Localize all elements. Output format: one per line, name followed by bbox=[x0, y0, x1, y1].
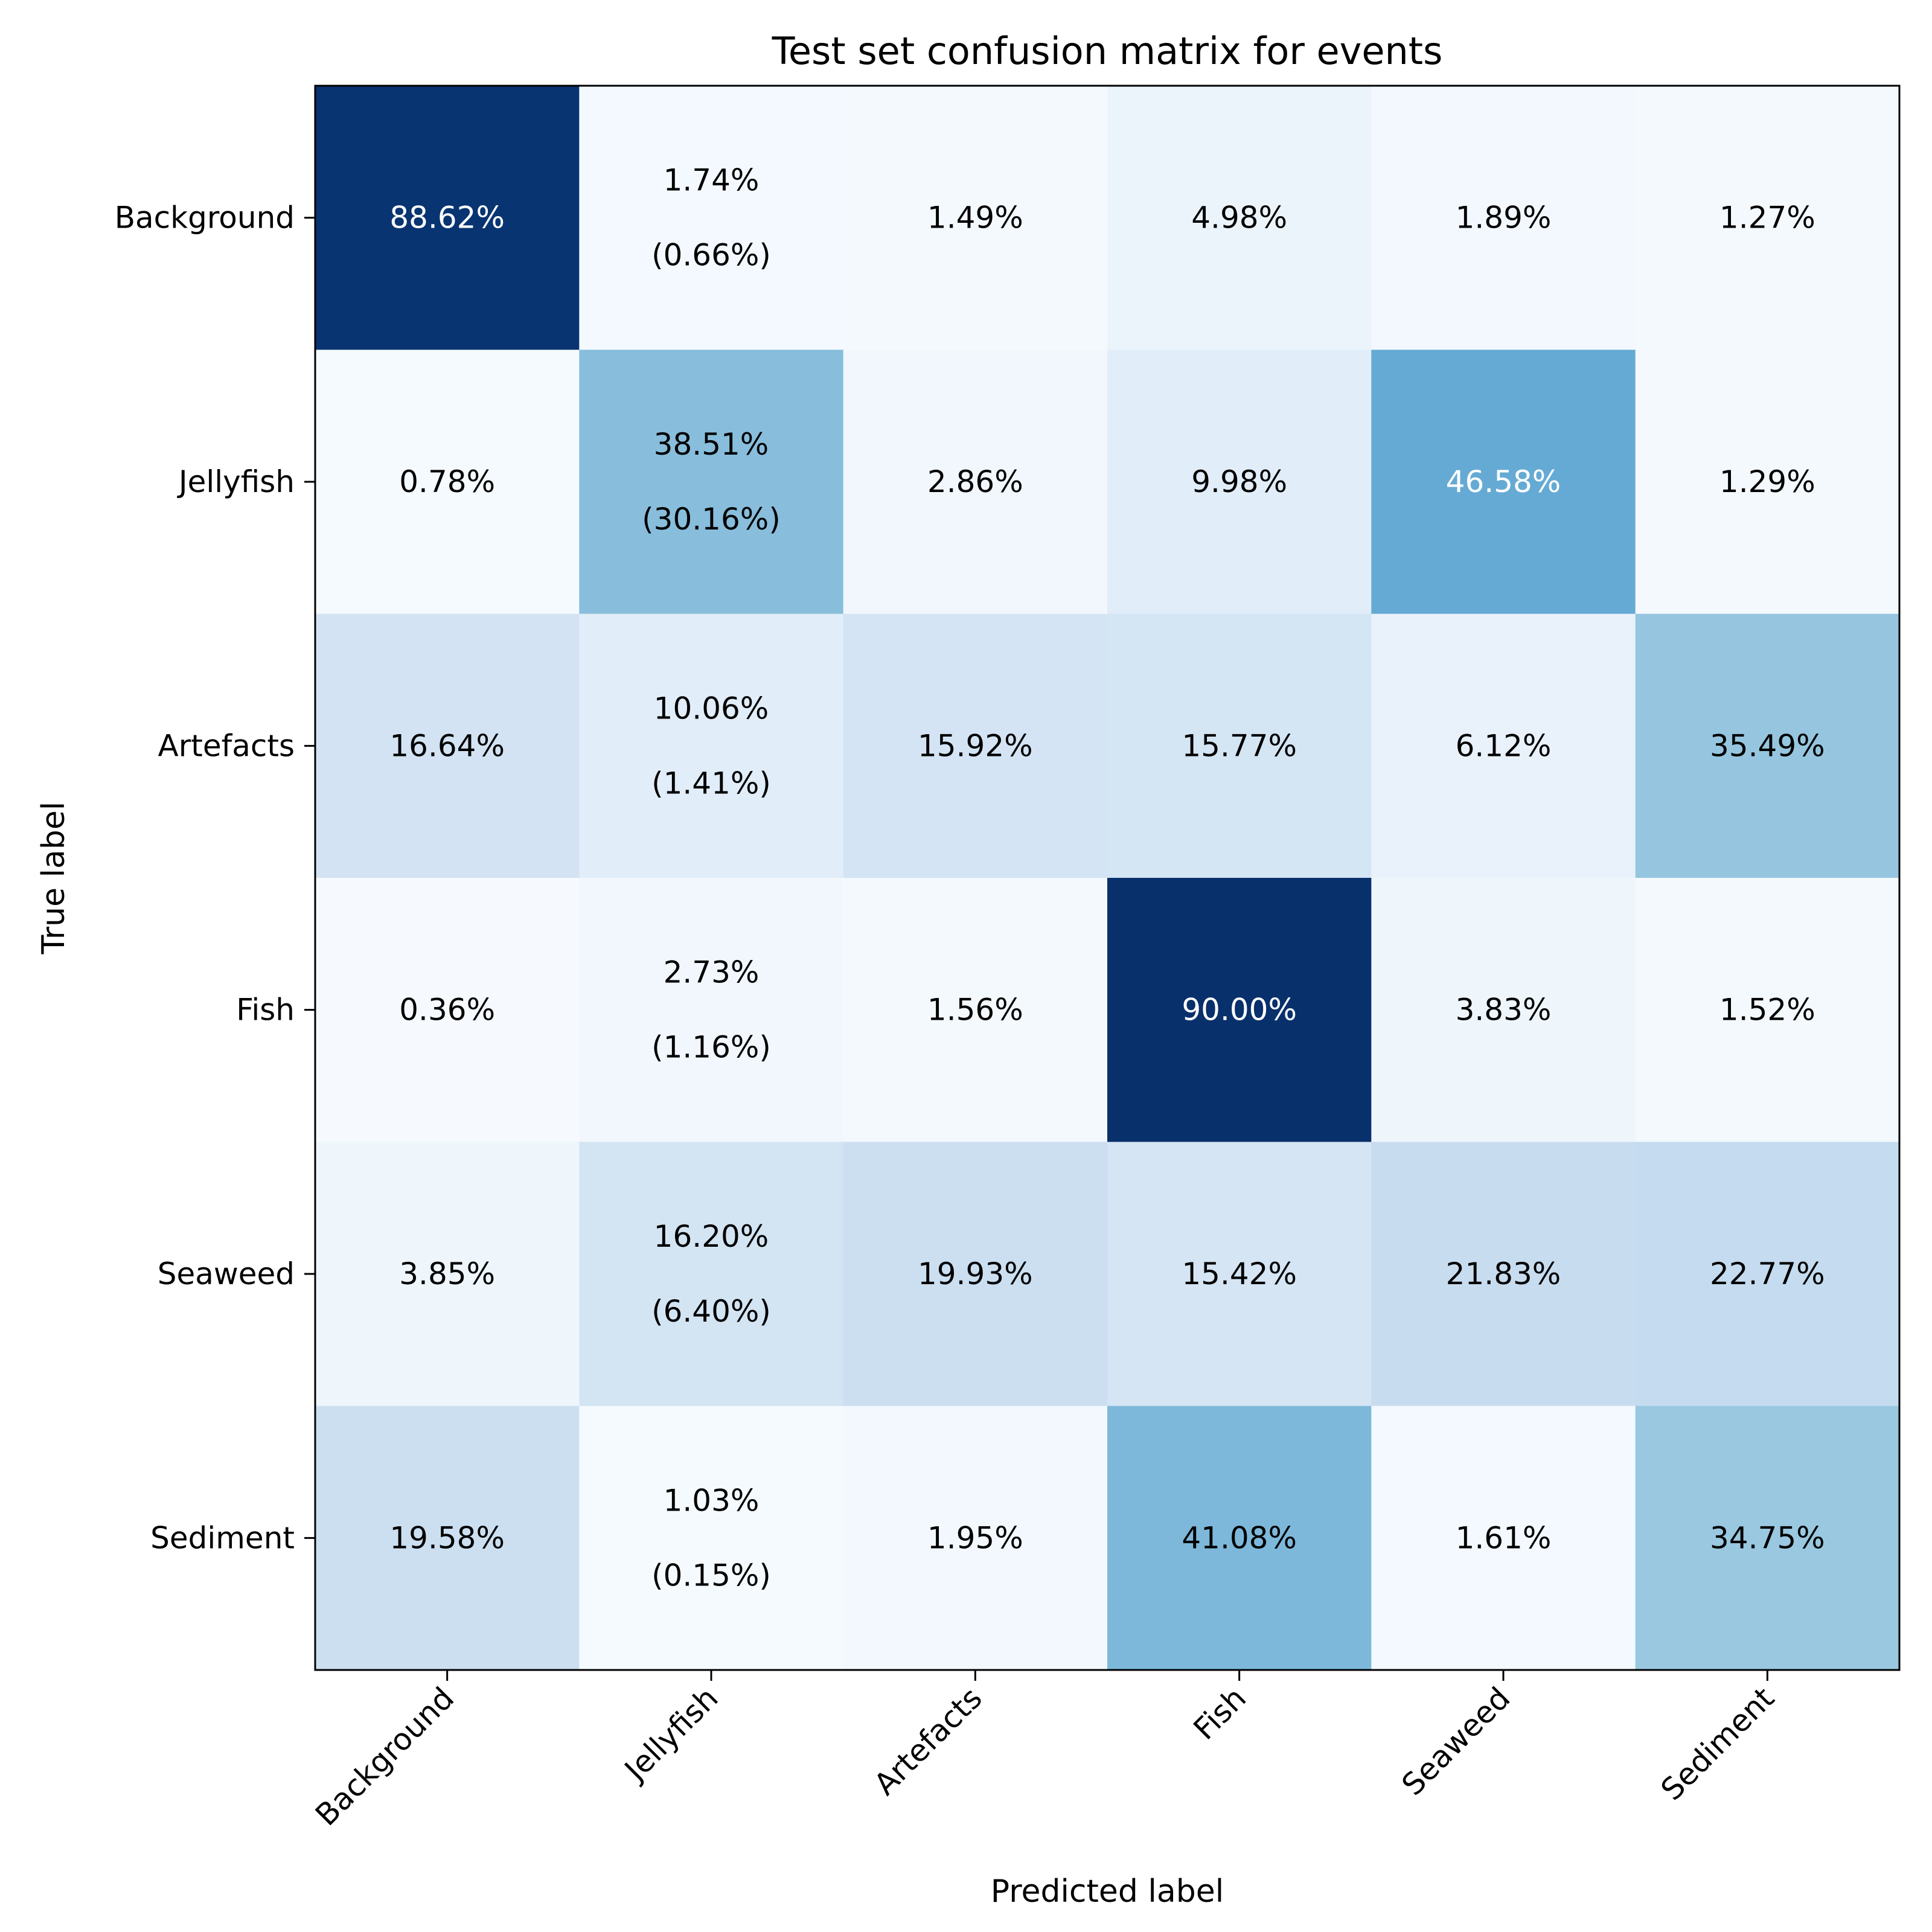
y-tick-label: Jellyfish bbox=[177, 464, 295, 499]
heatmap-cell bbox=[843, 1142, 1108, 1407]
cell-value-label: 6.12% bbox=[1456, 728, 1552, 763]
heatmap-cell bbox=[1107, 86, 1372, 350]
cell-value-label: 46.58% bbox=[1446, 464, 1561, 499]
cell-secondary-label: (6.40%) bbox=[651, 1294, 771, 1329]
cell-value-label: 0.78% bbox=[399, 464, 495, 499]
cell-value-label: 1.49% bbox=[927, 200, 1023, 235]
cell-value-label: 1.89% bbox=[1456, 200, 1552, 235]
heatmap-cell bbox=[843, 613, 1108, 878]
x-axis-label: Predicted label bbox=[991, 1873, 1224, 1910]
heatmap-cell bbox=[1635, 350, 1900, 615]
cell-value-label: 1.27% bbox=[1719, 200, 1815, 235]
cell-value-label: 90.00% bbox=[1182, 993, 1297, 1028]
cell-value-label: 3.83% bbox=[1456, 993, 1552, 1028]
cell-value-label: 16.64% bbox=[389, 728, 505, 763]
heatmap-cell bbox=[315, 1406, 580, 1671]
heatmap-cell bbox=[315, 350, 580, 615]
cell-secondary-label: (0.66%) bbox=[651, 238, 771, 273]
heatmap-cell bbox=[843, 1406, 1108, 1671]
heatmap-cells bbox=[315, 86, 1900, 1671]
cell-value-label: 19.93% bbox=[918, 1256, 1033, 1291]
plot-frame bbox=[314, 85, 1901, 1671]
heatmap-cell bbox=[579, 86, 844, 350]
heatmap-cell bbox=[1371, 878, 1636, 1142]
heatmap-cell bbox=[843, 878, 1108, 1142]
heatmap-cell bbox=[315, 1142, 580, 1407]
heatmap-cell bbox=[1635, 1142, 1900, 1407]
heatmap-cell bbox=[579, 350, 844, 615]
heatmap-cell bbox=[579, 878, 844, 1142]
heatmap-cell bbox=[1635, 613, 1900, 878]
heatmap-cell bbox=[1107, 878, 1372, 1142]
cell-value-label: 15.77% bbox=[1182, 728, 1297, 763]
cell-value-label: 1.95% bbox=[927, 1520, 1023, 1555]
heatmap-cell bbox=[843, 86, 1108, 350]
cell-value-label: 15.42% bbox=[1182, 1256, 1297, 1291]
cell-value-label: 9.98% bbox=[1191, 464, 1287, 499]
cell-secondary-label: (1.41%) bbox=[651, 766, 771, 801]
y-tick-label: Fish bbox=[236, 993, 295, 1028]
heatmap-cell bbox=[579, 1406, 844, 1671]
heatmap-cell bbox=[1371, 1142, 1636, 1407]
cell-value-label: 15.92% bbox=[918, 728, 1033, 763]
heatmap-cell bbox=[1371, 1406, 1636, 1671]
cell-value-label: 16.20% bbox=[654, 1219, 769, 1254]
cell-value-label: 3.85% bbox=[399, 1256, 495, 1291]
heatmap-cell bbox=[1635, 878, 1900, 1142]
heatmap-cell bbox=[1107, 1142, 1372, 1407]
heatmap-cell bbox=[1107, 350, 1372, 615]
heatmap-cell bbox=[1371, 86, 1636, 350]
cell-value-label: 2.73% bbox=[664, 955, 760, 990]
y-axis-label: True label bbox=[36, 802, 72, 955]
heatmap-cell bbox=[315, 613, 580, 878]
chart-title: Test set confusion matrix for events bbox=[772, 29, 1443, 73]
cell-value-label: 1.52% bbox=[1719, 993, 1815, 1028]
heatmap-cell bbox=[1371, 613, 1636, 878]
y-tick-label: Background bbox=[115, 200, 295, 235]
heatmap-cell bbox=[1371, 350, 1636, 615]
cell-value-label: 38.51% bbox=[654, 427, 769, 462]
y-tick-label: Sediment bbox=[150, 1520, 295, 1555]
y-tick-label: Seaweed bbox=[158, 1256, 295, 1291]
cell-secondary-label: (0.15%) bbox=[651, 1558, 771, 1593]
cell-value-label: 1.29% bbox=[1719, 464, 1815, 499]
cell-value-label: 34.75% bbox=[1710, 1520, 1825, 1555]
cell-secondary-label: (30.16%) bbox=[642, 502, 781, 537]
cell-value-label: 1.03% bbox=[664, 1483, 760, 1518]
heatmap-cell bbox=[579, 1142, 844, 1407]
heatmap-cell bbox=[315, 878, 580, 1142]
y-tick-label: Artefacts bbox=[158, 728, 295, 763]
cell-value-label: 1.56% bbox=[927, 993, 1023, 1028]
y-axis-ticks: Background Jellyfish Artefacts Fish Seaweed S… bbox=[115, 200, 315, 1555]
cell-value-label: 1.74% bbox=[664, 163, 760, 198]
cell-value-label: 19.58% bbox=[389, 1520, 505, 1555]
cell-value-label: 1.61% bbox=[1456, 1520, 1552, 1555]
cell-value-label: 21.83% bbox=[1446, 1256, 1561, 1291]
heatmap-cell bbox=[1635, 1406, 1900, 1671]
cell-value-label: 41.08% bbox=[1182, 1520, 1297, 1555]
cell-value-label: 88.62% bbox=[389, 200, 505, 235]
cell-value-label: 4.98% bbox=[1191, 200, 1287, 235]
heatmap-cell bbox=[579, 613, 844, 878]
cell-value-label: 10.06% bbox=[654, 691, 769, 726]
cell-value-label: 2.86% bbox=[927, 464, 1023, 499]
heatmap-cell bbox=[1107, 1406, 1372, 1671]
cell-secondary-label: (1.16%) bbox=[651, 1030, 771, 1065]
heatmap-cell bbox=[843, 350, 1108, 615]
heatmap-cell bbox=[1635, 86, 1900, 350]
heatmap-cell bbox=[315, 86, 580, 350]
heatmap-cell bbox=[1107, 613, 1372, 878]
cell-value-label: 0.36% bbox=[399, 993, 495, 1028]
heatmap-cell-labels: 88.62% 1.74% (0.66%) 1.49% 4.98% 1.89% 1.27% 0.… bbox=[389, 163, 1825, 1593]
cell-value-label: 35.49% bbox=[1710, 728, 1825, 763]
cell-value-label: 22.77% bbox=[1710, 1256, 1825, 1291]
